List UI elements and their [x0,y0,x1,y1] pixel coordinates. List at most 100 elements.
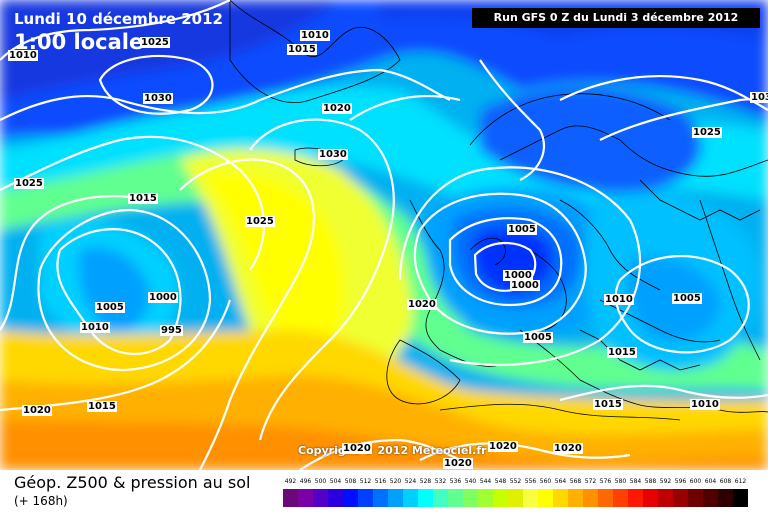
scale-swatch [703,489,718,507]
scale-swatch [298,489,313,507]
isobar-label: 1020 [553,443,583,454]
scale-label: 600 [689,478,702,485]
scale-swatch [553,489,568,507]
isobar-label: 1015 [87,401,117,412]
scale-label: 564 [554,478,567,485]
scale-swatch [433,489,448,507]
scale-cell: 492 [283,478,298,508]
isobar-label: 1005 [507,224,537,235]
scale-cell: 532 [433,478,448,508]
scale-label: 592 [659,478,672,485]
scale-swatch [688,489,703,507]
isobar-label: 1020 [443,458,473,469]
scale-swatch [523,489,538,507]
scale-cell: 576 [598,478,613,508]
scale-label: 608 [719,478,732,485]
scale-swatch [673,489,688,507]
scale-cell: 504 [328,478,343,508]
scale-label: 576 [599,478,612,485]
scale-label: 508 [344,478,357,485]
scale-cell: 612 [733,478,748,508]
isobar-label: 1020 [407,299,437,310]
isobar-label: 1010 [690,399,720,410]
isobar-label: 1000 [503,270,533,281]
scale-label: 512 [359,478,372,485]
forecast-lead-time: (+ 168h) [14,494,68,508]
isobar-label: 995 [160,325,183,336]
scale-swatch [463,489,478,507]
scale-cell: 528 [418,478,433,508]
isobar-label: 1025 [692,127,722,138]
scale-cell: 544 [478,478,493,508]
isobar-label: 1020 [342,443,372,454]
scale-swatch [493,489,508,507]
scale-label: 552 [509,478,522,485]
scale-cell: 560 [538,478,553,508]
scale-label: 580 [614,478,627,485]
scale-label: 492 [284,478,297,485]
isobar-label: 1015 [287,44,317,55]
scale-label: 532 [434,478,447,485]
scale-label: 548 [494,478,507,485]
scale-cell: 608 [718,478,733,508]
scale-cell: 588 [643,478,658,508]
isobar-label: 1010 [8,50,38,61]
scale-cell: 556 [523,478,538,508]
isobar-label: 1005 [95,302,125,313]
scale-label: 536 [449,478,462,485]
weather-map: Run GFS 0 Z du Lundi 3 décembre 2012 Lun… [0,0,768,470]
color-scale: 492 496 500 504 508 512 516 520 524 528 532 536 540 5… [283,478,752,508]
scale-label: 500 [314,478,327,485]
scale-swatch [478,489,493,507]
scale-swatch [403,489,418,507]
isobar-label: 1025 [14,178,44,189]
scale-label: 584 [629,478,642,485]
scale-swatch [508,489,523,507]
scale-swatch [628,489,643,507]
scale-swatch [358,489,373,507]
isobar-label: 1010 [300,30,330,41]
isobar-label: 1015 [593,399,623,410]
scale-cell: 604 [703,478,718,508]
scale-label: 524 [404,478,417,485]
scale-swatch [583,489,598,507]
scale-cell: 600 [688,478,703,508]
scale-swatch [448,489,463,507]
isobar-label: 1025 [140,37,170,48]
scale-label: 596 [674,478,687,485]
scale-cell: 568 [568,478,583,508]
isobar-label: 1005 [672,293,702,304]
scale-swatch [418,489,433,507]
scale-cell: 592 [658,478,673,508]
scale-swatch [388,489,403,507]
scale-cell: 496 [298,478,313,508]
scale-cell: 524 [403,478,418,508]
isobar-label: 1010 [604,294,634,305]
isobar-label: 1020 [488,441,518,452]
scale-label: 516 [374,478,387,485]
scale-swatch [658,489,673,507]
scale-swatch [598,489,613,507]
scale-label: 604 [704,478,717,485]
scale-swatch [343,489,358,507]
isobar-label: 1005 [523,332,553,343]
scale-label: 544 [479,478,492,485]
scale-swatch [718,489,733,507]
scale-label: 520 [389,478,402,485]
scale-cell: 520 [388,478,403,508]
isobar-label: 1030 [318,149,348,160]
scale-swatch [313,489,328,507]
scale-cell: 536 [448,478,463,508]
scale-cell: 540 [463,478,478,508]
isobar-label: 1010 [80,322,110,333]
isobar-label: 1000 [510,280,540,291]
isobar-label: 1030 [143,93,173,104]
scale-swatch [568,489,583,507]
isobars [0,0,768,470]
scale-label: 572 [584,478,597,485]
scale-cell: 584 [628,478,643,508]
valid-date: Lundi 10 décembre 2012 [14,10,223,28]
scale-label: 612 [734,478,747,485]
scale-label: 504 [329,478,342,485]
scale-cell: 552 [508,478,523,508]
